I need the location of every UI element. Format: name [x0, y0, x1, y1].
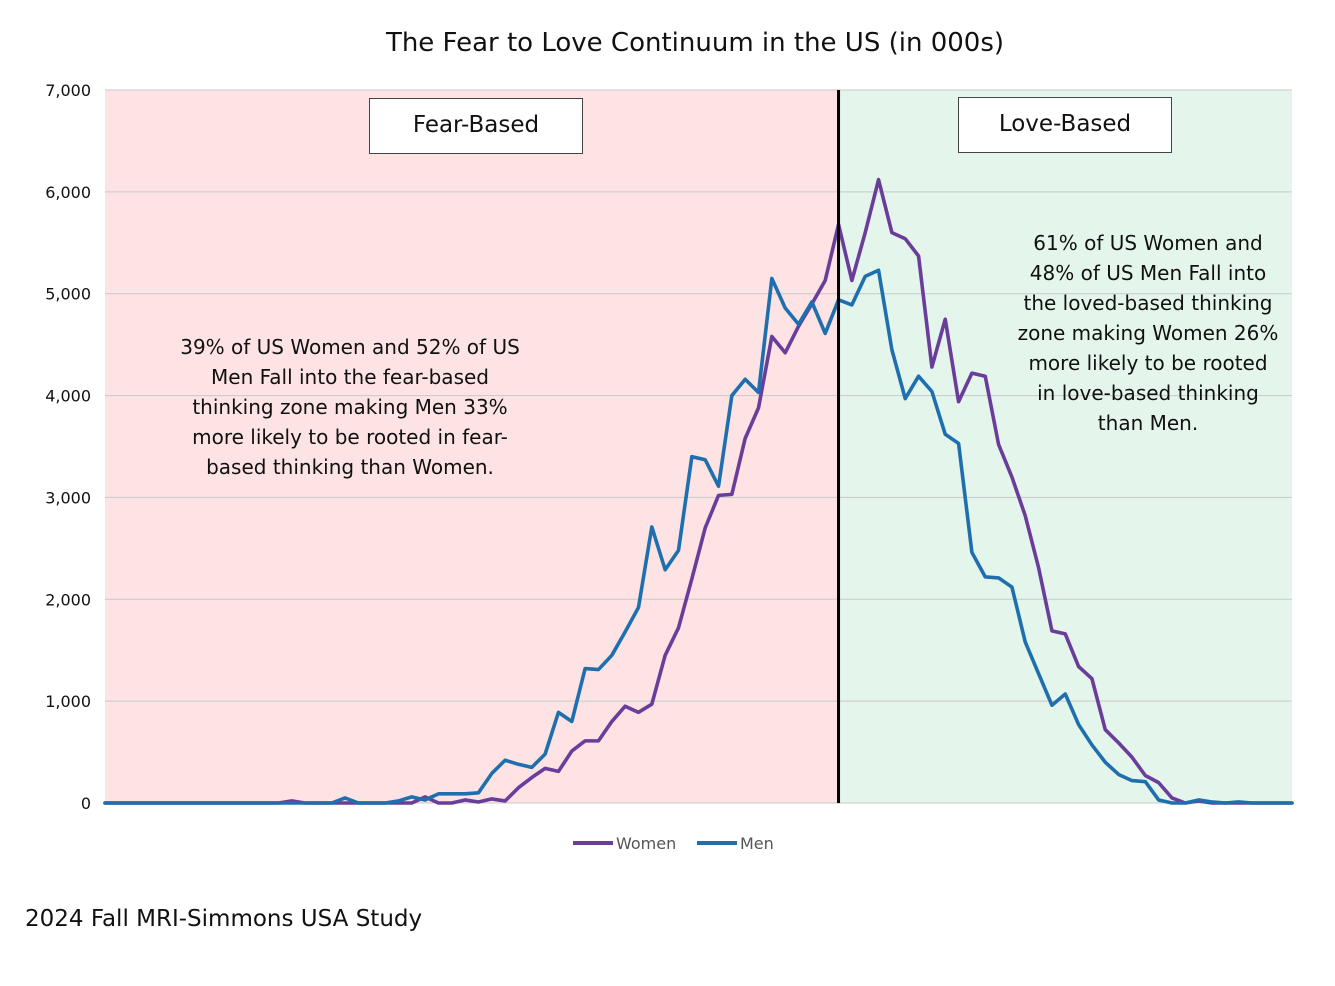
series-line-men — [103, 268, 1294, 805]
y-tick-label: 4,000 — [45, 387, 91, 406]
fear-zone-background — [105, 90, 839, 803]
y-tick-label: 5,000 — [45, 285, 91, 304]
love-zone-note: 61% of US Women and 48% of US Men Fall i… — [998, 228, 1298, 438]
y-tick-label: 0 — [81, 794, 91, 813]
love-note-line: in love-based thinking — [1037, 381, 1259, 405]
y-tick-label: 2,000 — [45, 590, 91, 609]
legend-label-women: Women — [616, 834, 676, 853]
love-note-line: 48% of US Men Fall into — [1029, 261, 1267, 285]
love-zone-label: Love-Based — [958, 97, 1172, 153]
love-note-line: more likely to be rooted — [1028, 351, 1268, 375]
chart-title: The Fear to Love Continuum in the US (in… — [385, 28, 1005, 58]
fear-note-line: more likely to be rooted in fear- — [192, 425, 508, 449]
love-note-line: the loved-based thinking — [1023, 291, 1273, 315]
legend-label-men: Men — [740, 834, 774, 853]
fear-zone-note: 39% of US Women and 52% of US Men Fall i… — [140, 332, 560, 482]
fear-note-line: thinking zone making Men 33% — [192, 395, 508, 419]
source-footnote: 2024 Fall MRI-Simmons USA Study — [25, 906, 423, 932]
love-note-line: zone making Women 26% — [1017, 321, 1279, 345]
fear-note-line: Men Fall into the fear-based — [211, 365, 489, 389]
y-tick-label: 1,000 — [45, 692, 91, 711]
love-note-line: than Men. — [1097, 411, 1199, 435]
fear-note-line: based thinking than Women. — [206, 455, 494, 479]
love-note-line: 61% of US Women and — [1033, 231, 1263, 255]
love-zone-background — [838, 90, 1292, 803]
y-tick-label: 6,000 — [45, 183, 91, 202]
fear-zone-label: Fear-Based — [369, 98, 583, 154]
y-tick-label: 7,000 — [45, 81, 91, 100]
fear-note-line: 39% of US Women and 52% of US — [180, 335, 520, 359]
y-tick-label: 3,000 — [45, 488, 91, 507]
